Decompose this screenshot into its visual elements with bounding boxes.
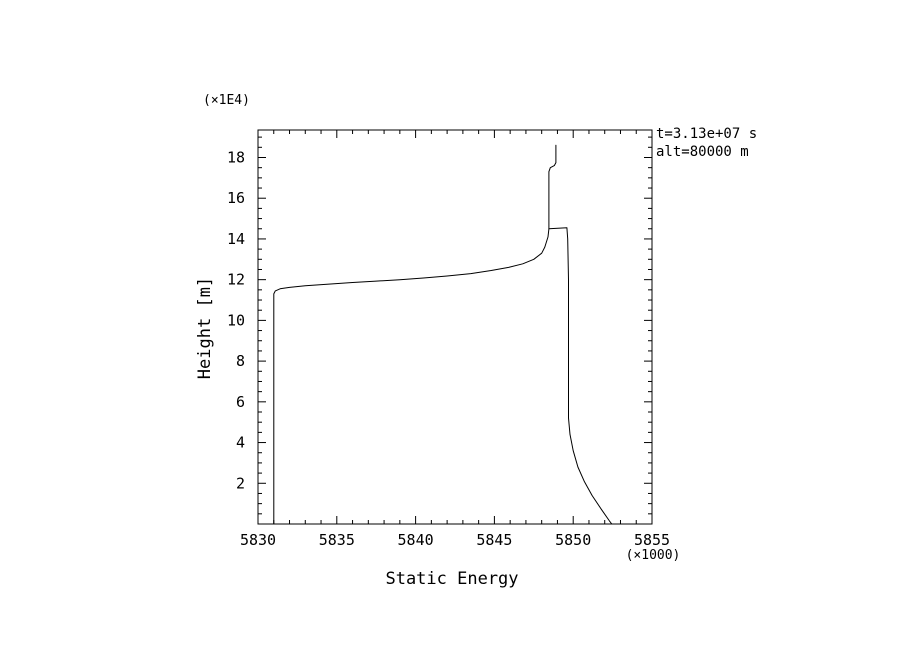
y-tick-label: 2: [236, 474, 245, 492]
y-tick-label: 14: [227, 230, 245, 248]
y-tick-label: 12: [227, 271, 245, 289]
chart-generated-content: 5830 5835 5840 5845 5850 5855 2 4 6 8 10 12 14 16 18: [227, 129, 670, 549]
y-tick-label: 8: [236, 352, 245, 370]
x-tick-label: 5845: [476, 531, 512, 549]
static-energy-profile-line: [273, 144, 557, 525]
y-tick-label: 18: [227, 148, 245, 166]
x-tick-label: 5840: [398, 531, 434, 549]
y-tick-label: 4: [236, 434, 245, 452]
y-tick-label: 6: [236, 393, 245, 411]
x-tick-label: 5830: [240, 531, 276, 549]
x-axis-title: Static Energy: [385, 569, 518, 589]
right-branch-line: [548, 227, 613, 525]
y-multiplier-label: (×1E4): [203, 93, 250, 108]
x-tick-label: 5855: [634, 531, 670, 549]
y-axis-title: Height [m]: [195, 277, 215, 379]
annotation-altitude: alt=80000 m: [656, 144, 749, 160]
plot-box: [257, 129, 653, 525]
x-tick-label: 5835: [319, 531, 355, 549]
annotation-time: t=3.13e+07 s: [656, 126, 757, 142]
y-tick-label: 16: [227, 189, 245, 207]
x-multiplier-label: (×1000): [626, 548, 681, 563]
y-tick-label: 10: [227, 311, 245, 329]
x-tick-label: 5850: [555, 531, 591, 549]
